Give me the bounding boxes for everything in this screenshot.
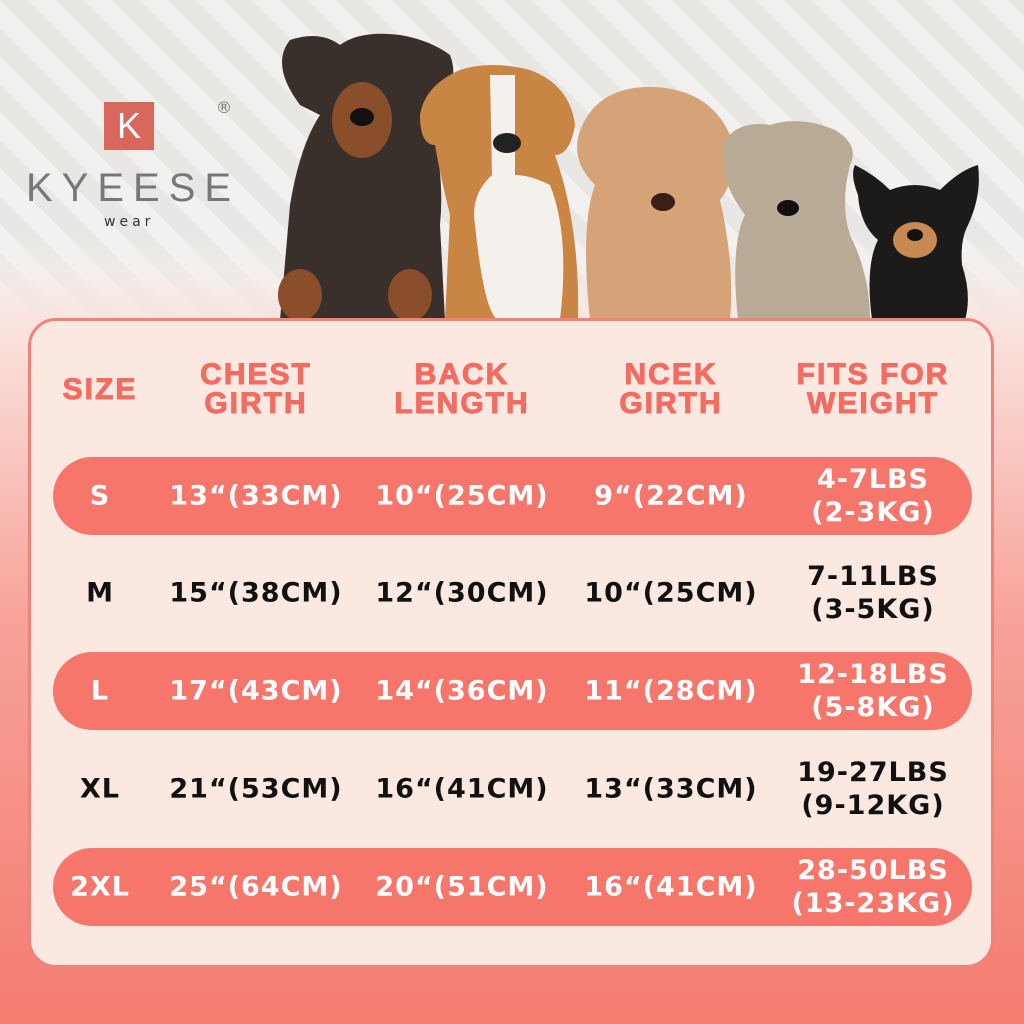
header-line: GIRTH [619,389,722,418]
beagle-image [420,65,578,320]
cell-back: 20“(51CM) [375,871,548,904]
doberman-image [278,34,453,320]
cell-size: M [86,577,114,610]
cell-size: S [90,480,110,513]
table-row: L 17“(43CM) 14“(36CM) 11“(28CM) 12-18LBS(5-8… [53,652,972,730]
cell-weight-lbs: 7-11LBS [807,560,939,593]
cell-chest: 25“(64CM) [169,871,342,904]
cell-weight-kg: (2-3KG) [811,496,935,529]
cell-back: 12“(30CM) [375,577,548,610]
table-row: M 15“(38CM) 12“(30CM) 10“(25CM) 7-11LBS(3-5K… [53,554,972,632]
header-line: BACK [394,360,529,389]
header-chest-girth: CHESTGIRTH [200,360,312,418]
cell-weight-lbs: 12-18LBS [797,658,949,691]
cell-neck: 16“(41CM) [584,871,757,904]
cell-weight: 28-50LBS(13-23KG) [791,854,954,920]
cell-weight: 7-11LBS(3-5KG) [807,560,939,626]
cell-weight-kg: (3-5KG) [807,593,939,626]
dogs-photo [260,25,1000,320]
cell-back: 14“(36CM) [375,675,548,708]
table-row: S 13“(33CM) 10“(25CM) 9“(22CM) 4-7LBS(2-3KG) [53,457,972,535]
header-line: SIZE [63,375,138,404]
header-line: WEIGHT [797,389,950,418]
header-line: LENGTH [394,389,529,418]
header-back-length: BACKLENGTH [394,360,529,418]
table-header: SIZE CHESTGIRTH BACKLENGTH NCEKGIRTH FIT… [0,360,1024,424]
cell-weight-kg: (13-23KG) [791,887,954,920]
poodle-image [577,87,733,320]
cell-weight: 12-18LBS(5-8KG) [797,658,949,724]
header-weight: FITS FORWEIGHT [797,360,950,418]
table-row: 2XL 25“(64CM) 20“(51CM) 16“(41CM) 28-50LBS(1… [53,848,972,926]
cell-chest: 13“(33CM) [169,480,342,513]
header-line: GIRTH [200,389,312,418]
logo-mark: K [104,102,154,150]
header-line: CHEST [200,360,312,389]
cell-size: XL [80,773,120,806]
brand-subtitle: wear [104,214,154,230]
terrier-image [723,121,871,320]
table-row: XL 21“(53CM) 16“(41CM) 13“(33CM) 19-27LBS(9-… [53,750,972,828]
cell-weight-kg: (9-12KG) [797,789,949,822]
header-line: NCEK [619,360,722,389]
cell-neck: 13“(33CM) [584,773,757,806]
chihuahua-image [853,165,979,320]
brand-logo: K ® KYEESE wear [20,96,240,236]
cell-chest: 21“(53CM) [169,773,342,806]
cell-weight: 4-7LBS(2-3KG) [811,463,935,529]
cell-neck: 10“(25CM) [584,577,757,610]
cell-back: 10“(25CM) [375,480,548,513]
cell-neck: 11“(28CM) [584,675,757,708]
cell-weight-lbs: 28-50LBS [791,854,954,887]
brand-name: KYEESE [26,166,240,211]
cell-neck: 9“(22CM) [594,480,747,513]
cell-chest: 17“(43CM) [169,675,342,708]
cell-weight-lbs: 19-27LBS [797,756,949,789]
cell-back: 16“(41CM) [375,773,548,806]
registered-mark: ® [216,98,232,117]
header-size: SIZE [63,375,138,404]
cell-chest: 15“(38CM) [169,577,342,610]
cell-weight-kg: (5-8KG) [797,691,949,724]
header-neck-girth: NCEKGIRTH [619,360,722,418]
cell-size: 2XL [70,871,130,904]
cell-weight: 19-27LBS(9-12KG) [797,756,949,822]
cell-weight-lbs: 4-7LBS [811,463,935,496]
header-line: FITS FOR [797,360,950,389]
cell-size: L [91,675,109,708]
